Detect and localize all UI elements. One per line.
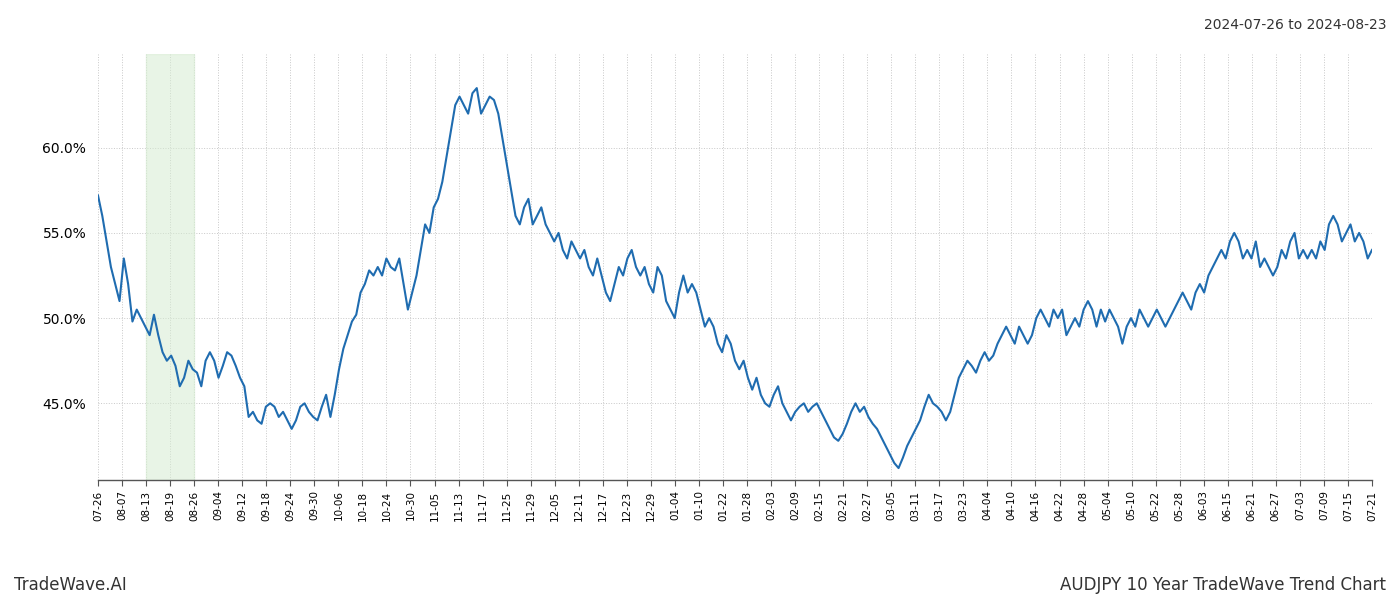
Bar [146,54,195,480]
Text: 2024-07-26 to 2024-08-23: 2024-07-26 to 2024-08-23 [1204,18,1386,32]
Text: TradeWave.AI: TradeWave.AI [14,576,127,594]
Text: AUDJPY 10 Year TradeWave Trend Chart: AUDJPY 10 Year TradeWave Trend Chart [1060,576,1386,594]
